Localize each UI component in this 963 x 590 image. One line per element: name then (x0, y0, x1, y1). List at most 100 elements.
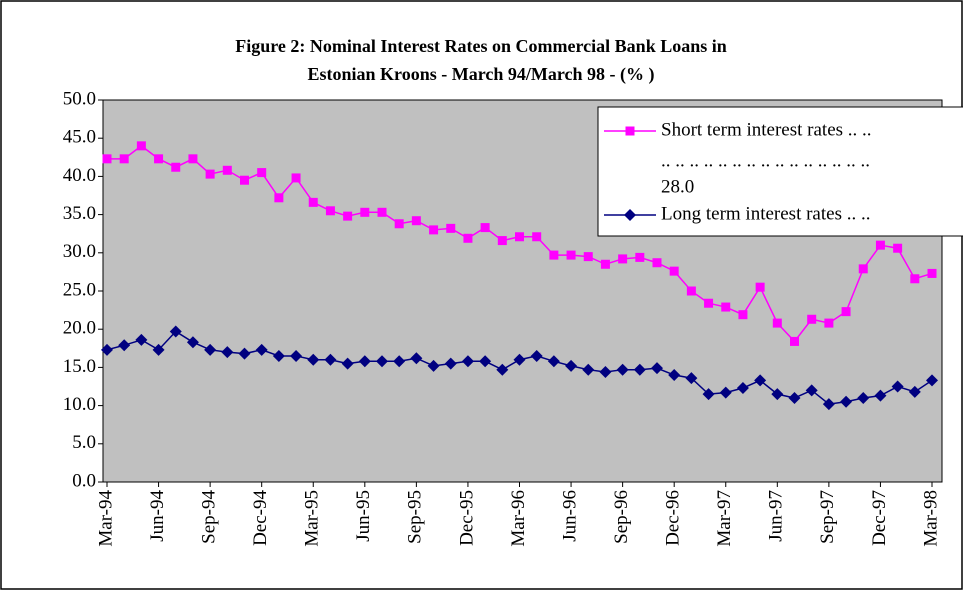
x-tick-label: Sep-94 (198, 490, 219, 544)
y-tick-label: 35.0 (63, 203, 96, 224)
point (274, 193, 284, 203)
point (135, 333, 148, 346)
point (290, 349, 303, 362)
legend-label: Long term interest rates .. .. (661, 203, 870, 224)
point (824, 318, 834, 328)
x-tick-label: Sep-95 (405, 490, 426, 544)
x-tick-label: Dec-95 (456, 490, 477, 546)
point (790, 336, 799, 346)
y-tick-label: 20.0 (63, 318, 96, 339)
point (393, 355, 406, 368)
point (822, 398, 835, 411)
point (755, 282, 765, 292)
point (841, 307, 851, 317)
point (624, 209, 636, 221)
point (893, 243, 903, 253)
point (805, 384, 818, 397)
legend-label: Short term interest rates .. .. (661, 119, 872, 140)
point (772, 318, 782, 328)
point (186, 336, 199, 349)
point (651, 362, 663, 375)
point (840, 395, 853, 408)
point (238, 347, 251, 360)
point (736, 382, 749, 395)
point (566, 250, 576, 260)
y-tick-label: 30.0 (63, 241, 96, 262)
point (360, 207, 370, 217)
y-tick-label: 25.0 (63, 279, 96, 300)
point (221, 346, 234, 359)
x-tick-label: Jun-96 (559, 490, 580, 542)
point (515, 232, 524, 242)
point (788, 391, 801, 404)
point (754, 374, 767, 387)
point (377, 207, 387, 217)
point (771, 388, 784, 401)
point (669, 266, 679, 276)
point (394, 219, 404, 229)
x-tick-label: Mar-95 (302, 490, 323, 547)
point (599, 365, 612, 378)
point (600, 259, 610, 269)
point (583, 252, 593, 262)
point (429, 225, 439, 235)
point (240, 175, 249, 185)
point (152, 343, 165, 356)
point (927, 268, 937, 278)
point (908, 385, 921, 398)
y-tick-label: 5.0 (72, 432, 96, 453)
x-tick-label: Jun-95 (353, 490, 374, 542)
point (343, 211, 353, 221)
point (463, 233, 473, 243)
y-tick-label: 0.0 (72, 470, 96, 491)
point (565, 359, 578, 372)
x-tick-label: Sep-96 (611, 490, 632, 544)
point (858, 264, 868, 274)
legend-label: .. .. .. .. .. .. .. .. .. .. .. .. .. .… (661, 150, 870, 171)
point (341, 357, 354, 370)
point (171, 162, 181, 172)
point (446, 223, 456, 233)
point (530, 349, 543, 362)
point (719, 386, 732, 399)
x-tick-label: Dec-96 (663, 490, 684, 546)
point (205, 169, 215, 179)
point (204, 343, 217, 356)
point (479, 355, 492, 368)
point (702, 388, 715, 401)
y-tick-label: 15.0 (63, 356, 96, 377)
point (668, 369, 681, 382)
point (119, 154, 129, 164)
point (444, 357, 457, 370)
point (497, 236, 507, 246)
chart-title: Figure 2: Nominal Interest Rates on Comm… (235, 36, 727, 56)
point (532, 232, 542, 242)
x-tick-label: Jun-94 (147, 490, 168, 542)
chart-title: Estonian Kroons - March 94/March 98 - (%… (308, 64, 655, 85)
point (874, 389, 887, 402)
point (255, 343, 268, 356)
point (582, 363, 595, 376)
point (891, 380, 904, 393)
y-tick-label: 45.0 (63, 127, 96, 148)
point (102, 154, 112, 164)
point (376, 355, 388, 368)
x-tick-label: Dec-94 (250, 490, 271, 546)
point (875, 240, 885, 250)
point (427, 359, 440, 372)
point (324, 353, 337, 366)
point (325, 206, 335, 216)
point (857, 391, 870, 404)
point (308, 197, 318, 207)
point (625, 126, 635, 136)
point (635, 252, 645, 262)
point (633, 363, 646, 376)
point (358, 355, 371, 368)
x-tick-label: Dec-97 (869, 490, 890, 546)
point (738, 310, 748, 320)
point (685, 372, 698, 385)
point (721, 302, 731, 312)
x-tick-label: Sep-97 (817, 490, 838, 544)
point (411, 216, 421, 226)
